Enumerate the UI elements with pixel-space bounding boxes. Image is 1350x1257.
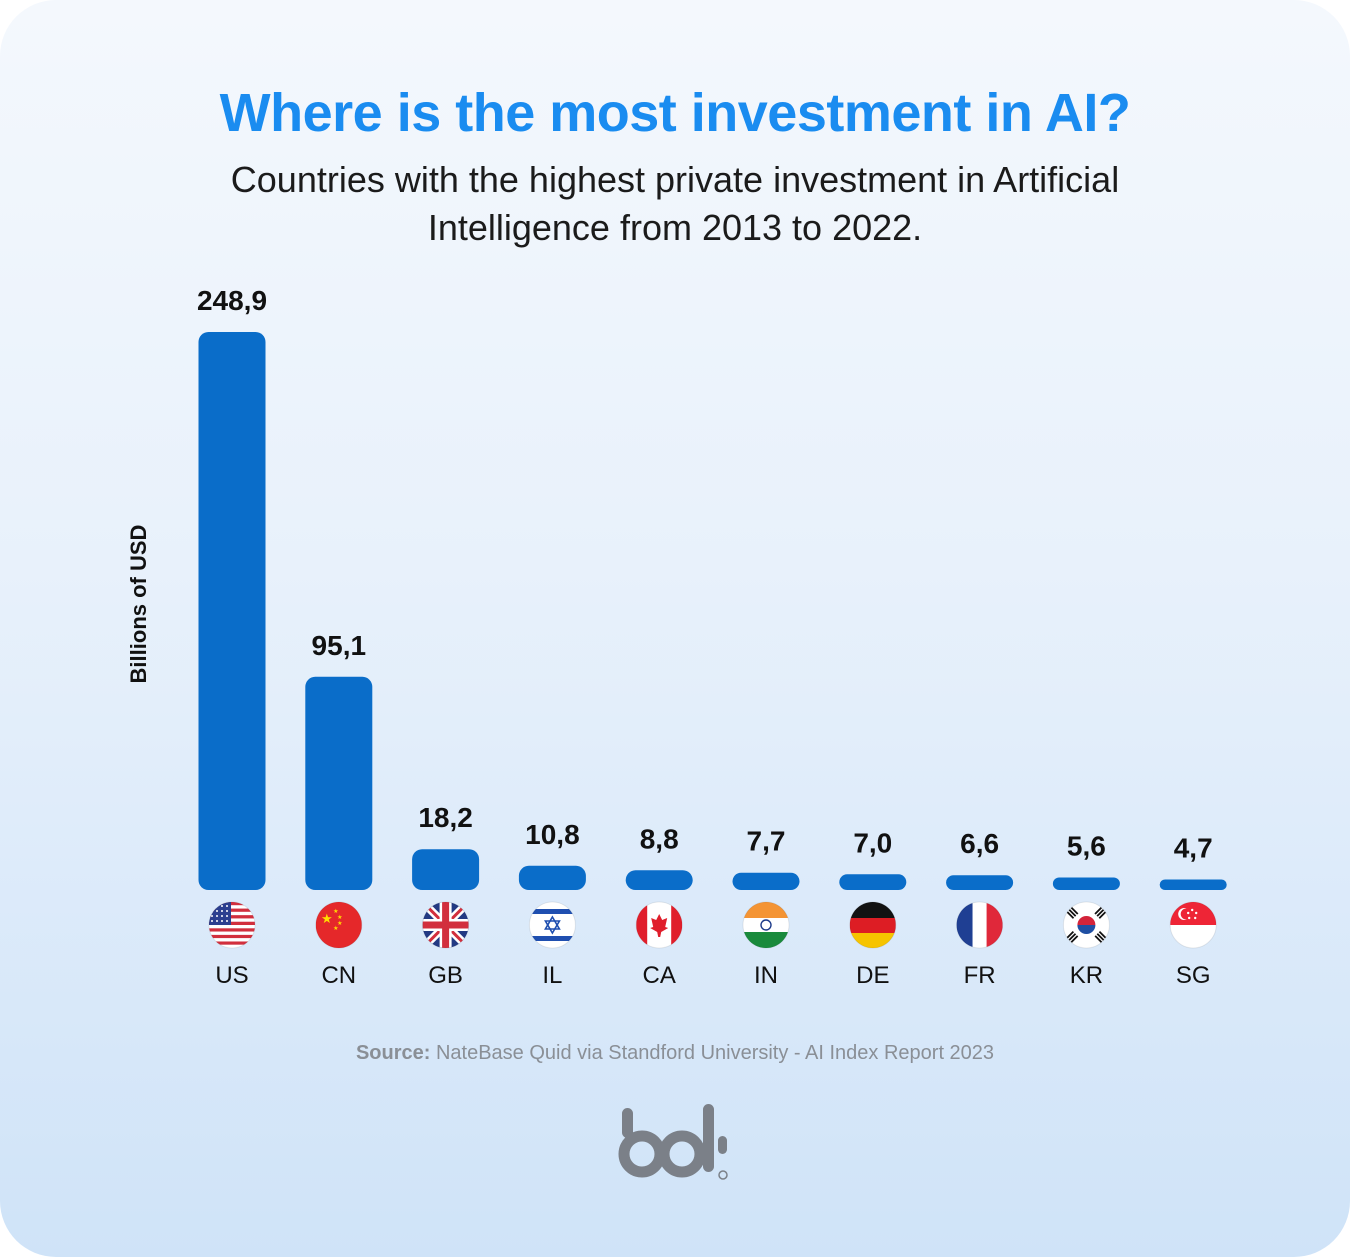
bar-cn: [305, 676, 373, 890]
cn-flag-icon: ★★★★★: [315, 902, 362, 948]
value-label-us: 248,9: [197, 285, 267, 316]
svg-text:★: ★: [321, 912, 333, 927]
svg-text:★: ★: [337, 914, 342, 921]
svg-text:★: ★: [333, 925, 338, 932]
value-label-ca: 8,8: [640, 823, 679, 854]
source-text: NateBase Quid via Standford University -…: [435, 1042, 995, 1064]
svg-text:★: ★: [337, 920, 342, 927]
category-label-in: IN: [754, 962, 778, 989]
value-label-fr: 6,6: [960, 828, 999, 859]
category-label-kr: KR: [1070, 962, 1103, 989]
bit-logo: bit: [618, 1104, 728, 1180]
value-label-il: 10,8: [525, 819, 580, 850]
value-label-de: 7,0: [853, 827, 892, 858]
bar-de: [839, 874, 907, 890]
bar-ca: [625, 870, 693, 890]
category-label-de: DE: [856, 962, 889, 989]
bar-in: [732, 872, 800, 890]
value-label-in: 7,7: [747, 826, 786, 857]
category-label-us: US: [215, 962, 248, 989]
bar-sg: [1159, 879, 1227, 890]
value-label-cn: 95,1: [312, 630, 367, 661]
chart-title: Where is the most investment in AI?: [219, 83, 1131, 143]
bar-il: [518, 865, 586, 890]
source-note: Source: NateBase Quid via Standford Univ…: [0, 1042, 1350, 1065]
gb-flag-icon: [422, 902, 469, 948]
category-label-ca: CA: [643, 962, 676, 989]
fr-flag-icon: [956, 902, 1003, 948]
bar-gb: [412, 849, 480, 890]
kr-flag-icon: [1063, 902, 1110, 948]
category-label-sg: SG: [1176, 962, 1211, 989]
chart-subtitle: Countries with the highest private inves…: [230, 159, 1120, 248]
value-label-gb: 18,2: [418, 802, 473, 833]
ca-flag-icon: [636, 902, 683, 948]
category-label-fr: FR: [964, 962, 996, 989]
svg-text:★: ★: [333, 908, 338, 915]
value-label-kr: 5,6: [1067, 830, 1106, 861]
category-label-cn: CN: [321, 962, 356, 989]
bar-fr: [946, 875, 1014, 890]
in-flag-icon: [743, 902, 789, 948]
value-label-sg: 4,7: [1174, 832, 1213, 863]
sg-flag-icon: [1170, 902, 1217, 948]
de-flag-icon: [849, 902, 896, 948]
category-label-gb: GB: [428, 962, 463, 989]
category-label-il: IL: [542, 962, 562, 989]
bar-kr: [1052, 877, 1120, 890]
il-flag-icon: [529, 902, 576, 948]
bar-us: [198, 332, 266, 890]
source-label: Source:: [355, 1042, 431, 1064]
